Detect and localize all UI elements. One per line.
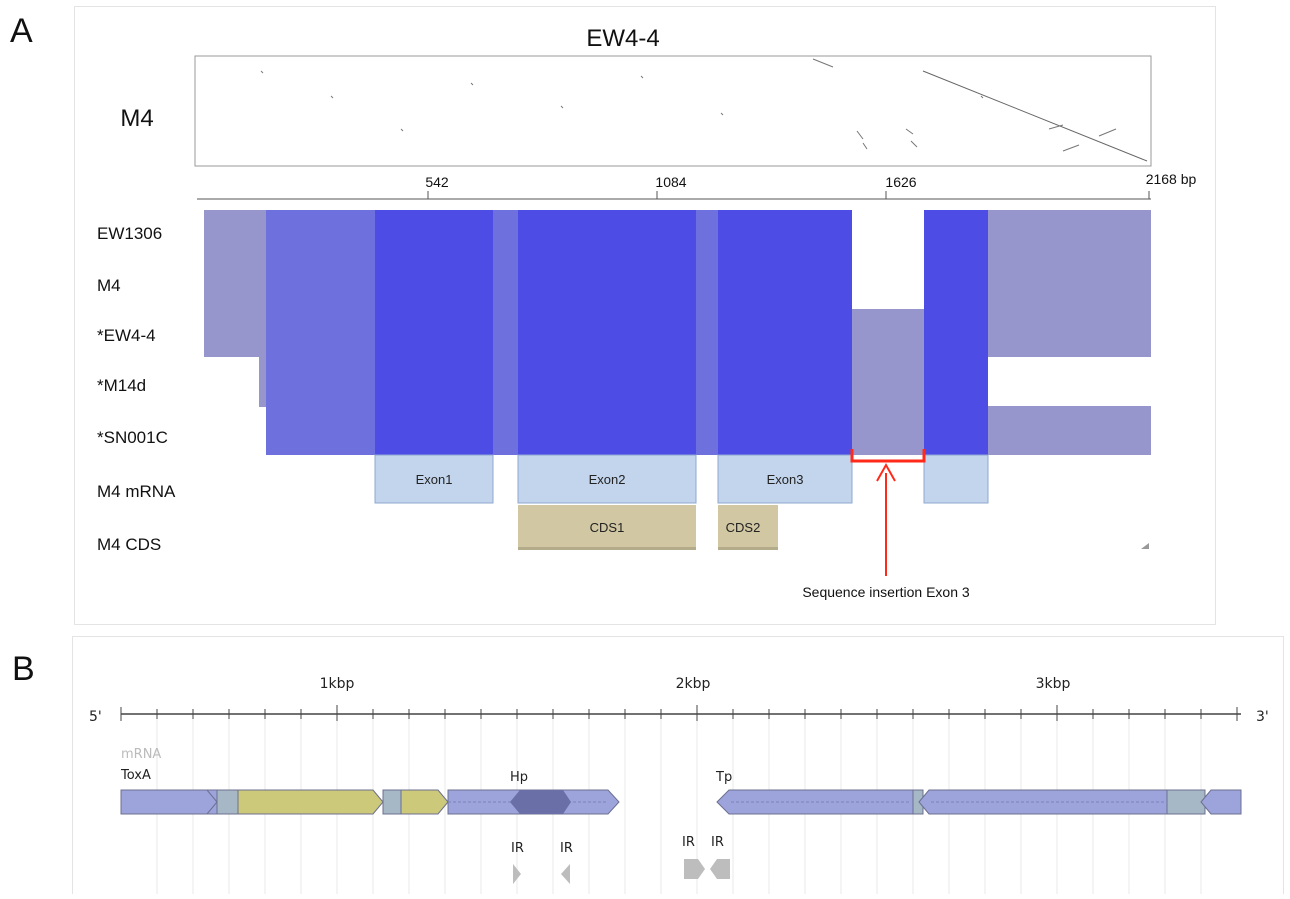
- cds1-box: [518, 505, 696, 549]
- exon3-box: [717, 454, 853, 504]
- block-exon2-region: [518, 210, 696, 455]
- tp-spacer-2: [1166, 789, 1206, 815]
- block-exon4-region: [924, 210, 988, 455]
- ruler-left-end: 5': [89, 709, 102, 725]
- dotplot-ylabel: M4: [120, 105, 153, 132]
- hp-label: Hp: [510, 770, 528, 785]
- alignment-blocks: [204, 210, 1151, 455]
- tick-label-2168: 2168 bp: [1146, 171, 1197, 187]
- ruler-label-3kbp: 3kbp: [1036, 676, 1071, 692]
- tick-label-542: 542: [425, 174, 449, 190]
- block-intron1: [493, 210, 518, 455]
- toxa-spacer-1: [216, 789, 240, 815]
- tick-label-1626: 1626: [885, 174, 916, 190]
- block-intron2: [696, 210, 718, 455]
- track-label-m4-mrna: M4 mRNA: [97, 482, 176, 501]
- block-insertion: [852, 309, 924, 455]
- toxa-yellow-segment-1: [237, 789, 384, 815]
- exon4-box: [923, 454, 989, 504]
- panel-b-figure: 5' 3' 1kbp 2kbp 3kbp mRNA ToxA Hp Tp IR …: [89, 676, 1269, 894]
- panel-b-letter: B: [12, 650, 35, 688]
- tp-segment-end: [1200, 789, 1242, 815]
- ruler-ticks: [120, 705, 1238, 721]
- ruler-label-2kbp: 2kbp: [676, 676, 711, 692]
- cds2-box: [718, 505, 778, 549]
- exon1-label: Exon1: [416, 472, 453, 487]
- ir-arrow-left-icon: [710, 859, 730, 879]
- toxa-label: ToxA: [120, 768, 151, 783]
- block-right-bottom: [988, 406, 1151, 455]
- cds2-shadow: [718, 547, 778, 550]
- dotplot-frame: [194, 55, 1152, 167]
- insertion-arrow-head: [876, 462, 896, 482]
- track-label-sn001c: *SN001C: [97, 428, 168, 447]
- track-label-ew1306: EW1306: [97, 224, 162, 243]
- tp-label: Tp: [715, 770, 732, 785]
- panel-a-figure: EW4-4 M4 542 1084 1626 2168 bp: [97, 25, 1197, 600]
- ir-arrow-right-icon: [684, 859, 705, 879]
- exon3-label: Exon3: [767, 472, 804, 487]
- dotplot-title: EW4-4: [586, 25, 659, 52]
- resize-handle-icon: [1141, 543, 1149, 549]
- ruler-right-end: 3': [1256, 709, 1269, 725]
- cds2-label: CDS2: [726, 520, 761, 535]
- tick-label-1084: 1084: [655, 174, 686, 190]
- track-label-m4: M4: [97, 276, 121, 295]
- hp-feature: [510, 790, 571, 814]
- toxa-yellow-segment-2: [400, 789, 449, 815]
- track-label-ew4-4: *EW4-4: [97, 326, 156, 345]
- ir-label-2: IR: [560, 841, 573, 856]
- block-right-top: [988, 210, 1151, 357]
- insertion-bracket: [850, 449, 926, 463]
- track-label-m4-cds: M4 CDS: [97, 535, 161, 554]
- exon2-label: Exon2: [589, 472, 626, 487]
- mrna-label: mRNA: [121, 747, 161, 762]
- block-m4-region: [266, 210, 375, 455]
- exon2-box: [517, 454, 697, 504]
- panel-a-letter: A: [10, 12, 33, 50]
- panel-a: EW4-4 M4 542 1084 1626 2168 bp: [74, 6, 1216, 625]
- ir-arrow-left-icon: [561, 864, 570, 884]
- ir-label-4: IR: [711, 835, 724, 850]
- block-ew1306-left: [204, 210, 266, 357]
- cds1-shadow: [518, 547, 696, 550]
- cds1-label: CDS1: [590, 520, 625, 535]
- track-label-m14d: *M14d: [97, 376, 146, 395]
- toxa-spacer-2: [382, 789, 402, 815]
- block-exon3-region: [718, 210, 852, 455]
- ir-arrow-right-icon: [513, 864, 521, 884]
- exon1-box: [374, 454, 494, 504]
- tp-gene-track: [716, 789, 1242, 815]
- block-exon1-region: [375, 210, 493, 455]
- dotplot-dots: [260, 58, 1148, 162]
- toxa-segment-start-arrow: [120, 789, 218, 815]
- ruler-label-1kbp: 1kbp: [320, 676, 355, 692]
- toxa-gene-track: [120, 789, 620, 815]
- panel-b: 5' 3' 1kbp 2kbp 3kbp mRNA ToxA Hp Tp IR …: [72, 636, 1284, 894]
- block-m14d-left-edge: [259, 357, 266, 407]
- insertion-annotation: Sequence insertion Exon 3: [802, 584, 970, 600]
- ir-label-3: IR: [682, 835, 695, 850]
- ir-label-1: IR: [511, 841, 524, 856]
